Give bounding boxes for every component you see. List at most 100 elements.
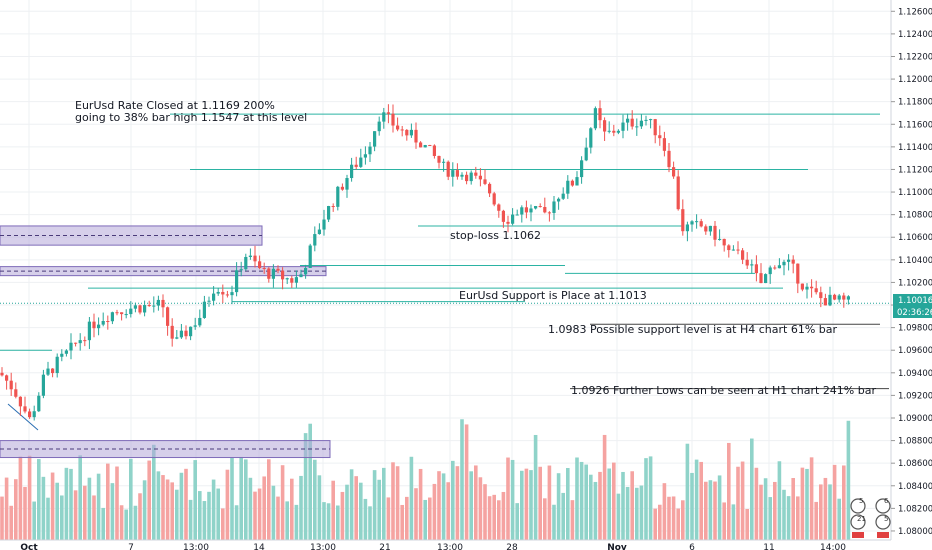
candle-body [474,172,478,176]
candle-body [248,255,252,257]
candle-body [235,270,239,293]
candle-body [69,342,73,351]
volume-bar [340,491,345,540]
candle-body [570,180,574,186]
volume-bar [478,477,483,540]
volume-bar [317,475,322,540]
price-tick-label: 1.11000 [898,188,932,198]
volume-bar [543,498,547,540]
candle-body [244,256,248,270]
candle-body [731,249,735,251]
volume-bar [239,456,243,540]
time-tick-label: 6 [689,543,695,550]
volume-bar [64,467,69,540]
price-tick-label: 1.10800 [898,211,932,221]
volume-bar [786,496,791,540]
volume-bar [497,500,501,540]
badge-count-1: 5 [859,497,863,505]
candle-body [207,300,211,302]
candle-body [60,353,64,357]
price-tick-label: 1.10600 [898,233,932,243]
volume-bar [83,485,87,540]
candle-body [87,321,91,341]
candle-body [129,308,133,315]
candle-body [258,261,262,268]
volume-bar [60,495,64,540]
candle-body [842,295,846,300]
volume-bar [644,458,648,540]
event-badge-icon[interactable] [875,514,891,530]
volume-bar [662,483,667,540]
volume-bar [372,470,377,540]
volume-bar [230,457,234,540]
candle-body [285,278,289,280]
event-badges[interactable]: 5 6 21 5 [850,497,891,538]
candle-body [423,144,427,148]
volume-bar [441,473,446,540]
volume-bar [474,465,478,540]
volume-bar [179,472,184,540]
candle-body [382,112,386,122]
candle-body [557,198,561,202]
volume-bar [754,467,759,540]
candle-body [5,375,9,381]
volume-bar [170,482,174,540]
candle-body [41,374,45,396]
candle-body [64,350,68,354]
volume-bar [152,444,156,540]
volume-bar [529,470,533,540]
candle-body [837,295,841,300]
volume-bar [832,464,837,540]
candle-body [92,321,96,329]
price-tick-label: 1.12600 [898,7,932,17]
candle-body [331,206,335,208]
volume-bar [828,484,832,540]
candle-body [400,129,404,131]
volume-bar [704,481,708,540]
price-tick-label: 1.10200 [898,278,932,288]
volume-bar [685,443,690,540]
candle-body [658,135,662,139]
volume-bar [69,468,73,540]
candle-body [225,294,229,296]
volume-bar [124,509,128,540]
event-badge-icon[interactable] [850,514,866,530]
volume-bar [736,466,740,540]
candle-body [239,269,243,271]
volume-bar [492,494,496,540]
candle-body [695,221,699,223]
volume-bar [363,498,368,540]
candle-body [690,221,694,225]
candle-body [55,356,59,374]
candle-body [143,305,147,313]
candle-body [511,214,515,224]
candle-body [166,307,170,326]
event-badge-icon[interactable] [875,498,891,514]
volume-bar [405,496,409,540]
annotation-h4-support: 1.0983 Possible support level is at H4 c… [548,323,838,336]
volume-bar [552,504,556,540]
candle-body [432,145,436,156]
candle-body [230,292,234,296]
volume-bar [759,484,763,540]
volume-bar [267,459,271,540]
volume-bar [161,475,165,540]
candle-body [603,120,607,132]
event-badge-icon[interactable] [850,498,866,514]
annotation-stop-loss: stop-loss 1.1062 [450,229,541,242]
volume-bar [750,438,754,540]
candle-body [575,177,579,186]
candle-body [179,330,183,338]
candle-body [681,209,685,232]
candle-body [506,221,510,224]
volume-bar [331,480,335,540]
volume-bar [414,488,418,540]
volume-bar [386,497,391,540]
current-price-text: 1.10016 [898,296,932,306]
volume-bar [262,476,266,540]
volume-bar [9,505,13,540]
candle-body [828,294,832,306]
candle-body [46,368,50,375]
candle-body [386,112,390,114]
